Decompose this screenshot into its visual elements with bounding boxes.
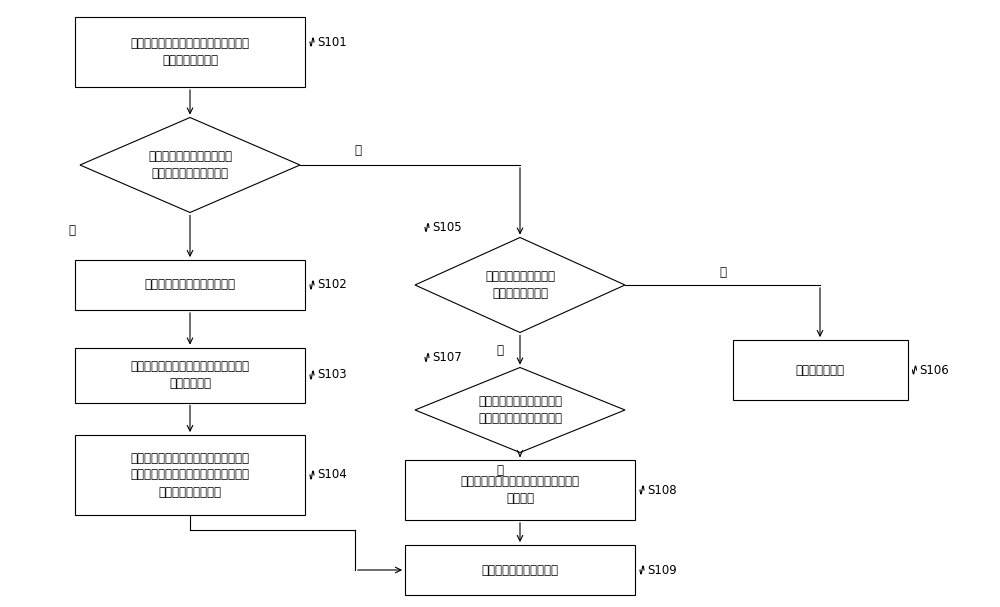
Text: 确定所述闯入对象的位置坐标: 确定所述闯入对象的位置坐标 <box>144 279 236 291</box>
Text: S108: S108 <box>647 484 677 497</box>
Bar <box>75 17 305 87</box>
Text: 向所述第一无人机发送包含所述位置坐
标的通知信息: 向所述第一无人机发送包含所述位置坐 标的通知信息 <box>130 360 250 390</box>
Bar <box>75 347 305 402</box>
Text: S102: S102 <box>317 279 347 291</box>
Polygon shape <box>415 237 625 333</box>
Polygon shape <box>415 367 625 452</box>
Text: 接收所述第一无人机在所述位置坐标处
采集的第二监控图像，将所述第二监控
图像发送至监控基站: 接收所述第一无人机在所述位置坐标处 采集的第二监控图像，将所述第二监控 图像发送… <box>130 452 250 498</box>
Text: 是: 是 <box>719 266 726 279</box>
Text: 是: 是 <box>496 464 504 477</box>
Text: S103: S103 <box>317 368 347 382</box>
Text: S104: S104 <box>317 469 347 481</box>
Text: 是: 是 <box>68 224 76 237</box>
Text: 判断所述无人驾驶汽车是否
行驶到所述预定路线的终点: 判断所述无人驾驶汽车是否 行驶到所述预定路线的终点 <box>478 395 562 425</box>
Text: S109: S109 <box>647 563 677 577</box>
Bar <box>75 435 305 515</box>
Text: 放飞第二无人机: 放飞第二无人机 <box>796 364 844 376</box>
Bar <box>405 460 635 520</box>
Text: S106: S106 <box>920 364 949 376</box>
Text: 停止放飞所述第二无人机: 停止放飞所述第二无人机 <box>482 563 558 577</box>
Text: 接收当前处于滞空状态的第一无人机发
送的第一监控图像: 接收当前处于滞空状态的第一无人机发 送的第一监控图像 <box>130 37 250 67</box>
Bar <box>405 545 635 595</box>
Text: S105: S105 <box>432 221 462 234</box>
Bar <box>75 260 305 310</box>
Text: 否: 否 <box>354 143 361 157</box>
Polygon shape <box>80 118 300 212</box>
Text: 判断所述第一无人机的
续航时间是否结束: 判断所述第一无人机的 续航时间是否结束 <box>485 270 555 300</box>
Text: 向所述第一无人机发送所述预定路线的
终点坐标: 向所述第一无人机发送所述预定路线的 终点坐标 <box>460 475 580 505</box>
Text: S107: S107 <box>432 351 462 364</box>
Text: 确定在第一监控图像中预设
区域内是否存在闯入对象: 确定在第一监控图像中预设 区域内是否存在闯入对象 <box>148 150 232 180</box>
Bar <box>732 340 908 400</box>
Text: S101: S101 <box>317 35 347 49</box>
Text: 否: 否 <box>496 344 504 356</box>
